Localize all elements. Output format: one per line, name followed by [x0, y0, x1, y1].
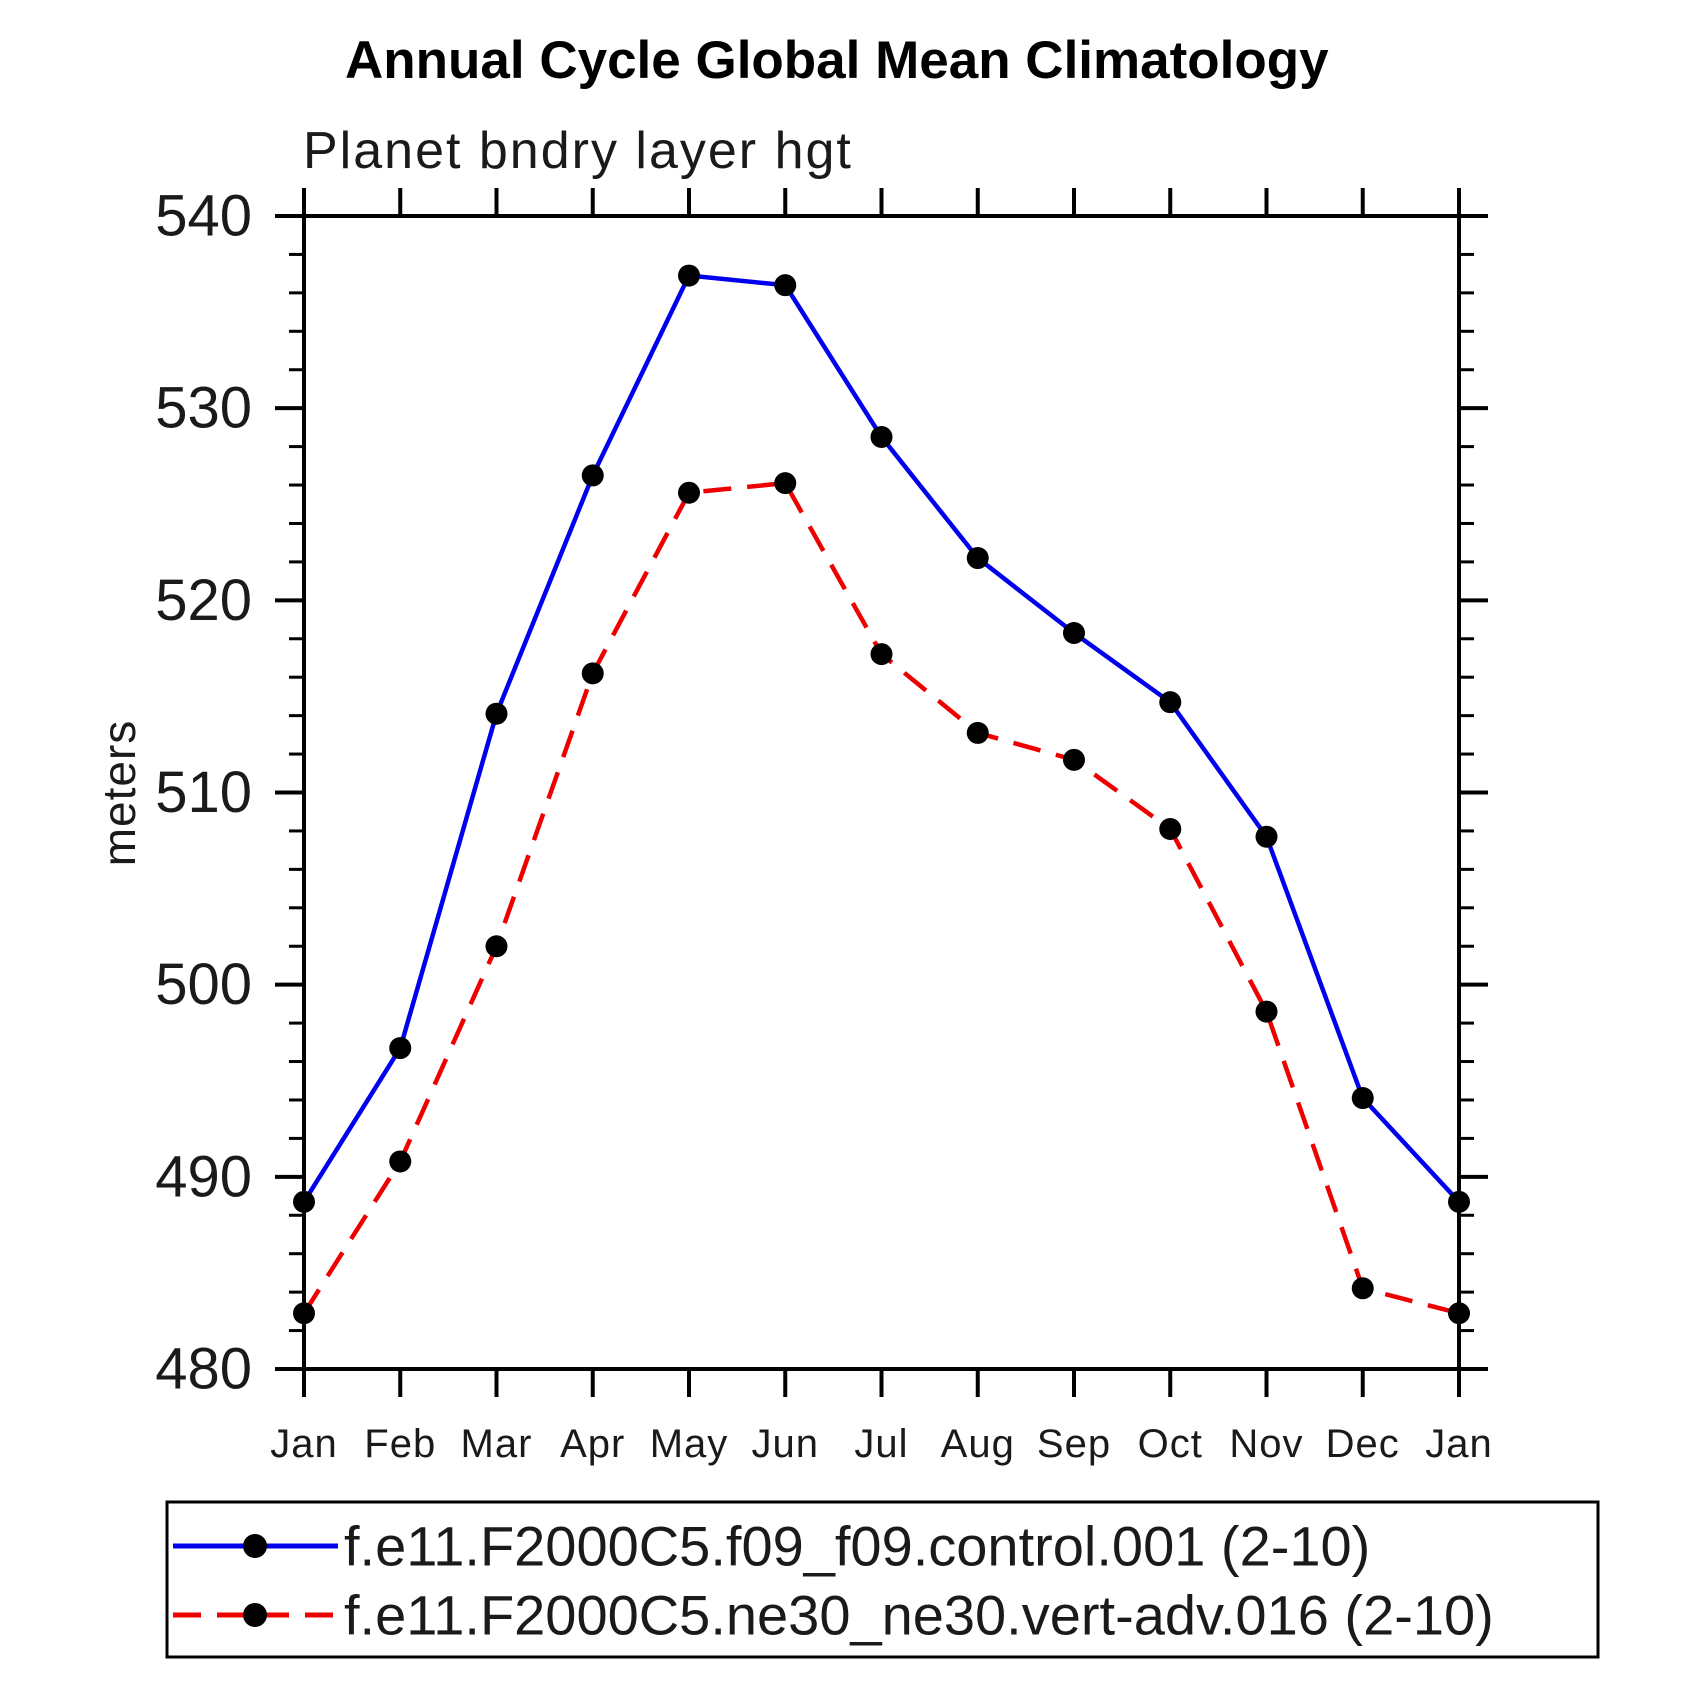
data-point-marker: [870, 425, 893, 448]
data-point-marker: [678, 481, 700, 504]
y-tick-label: 480: [155, 1337, 252, 1402]
plot-frame: [302, 214, 1461, 1371]
data-point-marker: [581, 464, 604, 487]
legend-marker: [243, 1534, 267, 1558]
data-point-marker: [1159, 818, 1182, 841]
x-tick-label: Apr: [560, 1422, 625, 1466]
series-line-1: [302, 480, 1460, 1316]
x-tick-label: Jan: [270, 1422, 338, 1466]
x-tick-label: Nov: [1229, 1422, 1303, 1466]
x-tick-label: Dec: [1326, 1422, 1400, 1466]
data-point-marker: [485, 702, 508, 725]
data-point-marker: [870, 643, 893, 666]
chart-title: Annual Cycle Global Mean Climatology: [345, 31, 1329, 90]
data-point-marker: [389, 1150, 412, 1173]
x-tick-label: Mar: [461, 1422, 533, 1466]
data-point-marker: [293, 1302, 315, 1325]
data-point-marker: [1351, 1277, 1374, 1300]
x-tick-label: Aug: [941, 1422, 1015, 1466]
y-axis-title: meters: [93, 720, 145, 867]
data-point-marker: [1063, 622, 1085, 645]
y-tick-label: 540: [155, 184, 252, 249]
y-tick-label: 520: [155, 568, 252, 633]
x-tick-label: Sep: [1037, 1422, 1111, 1466]
y-tick-label: 500: [155, 952, 252, 1017]
data-point-marker: [774, 274, 797, 297]
data-point-marker: [485, 935, 508, 958]
data-point-marker: [293, 1190, 315, 1213]
data-point-marker: [389, 1037, 412, 1060]
x-tick-label: Jun: [752, 1422, 820, 1466]
legend-label: f.e11.F2000C5.f09_f09.control.001 (2-10): [344, 1515, 1370, 1578]
y-tick-label: 530: [155, 376, 252, 441]
data-point-marker: [1255, 1000, 1278, 1023]
x-tick-label: Jul: [854, 1422, 908, 1466]
x-tick-label: May: [650, 1422, 729, 1466]
data-point-marker: [1351, 1087, 1374, 1110]
data-point-marker: [581, 662, 604, 685]
data-point-marker: [1448, 1190, 1470, 1213]
x-tick-label: Oct: [1138, 1422, 1203, 1466]
data-point-marker: [1063, 748, 1085, 771]
legend-box: [165, 1500, 1600, 1659]
legend-label: f.e11.F2000C5.ne30_ne30.vert-adv.016 (2-…: [344, 1584, 1494, 1647]
chart-subtitle: Planet bndry layer hgt: [303, 122, 853, 180]
y-tick-label: 490: [155, 1144, 252, 1209]
y-tick-label: 510: [155, 760, 252, 825]
data-point-marker: [966, 547, 989, 570]
data-point-marker: [1255, 825, 1278, 848]
data-point-marker: [966, 721, 989, 744]
data-point-marker: [774, 472, 797, 495]
data-point-marker: [1448, 1302, 1470, 1325]
data-point-marker: [678, 264, 700, 287]
x-tick-label: Jan: [1425, 1422, 1493, 1466]
data-point-marker: [1159, 691, 1182, 714]
legend-marker: [243, 1603, 267, 1627]
x-tick-label: Feb: [364, 1422, 436, 1466]
